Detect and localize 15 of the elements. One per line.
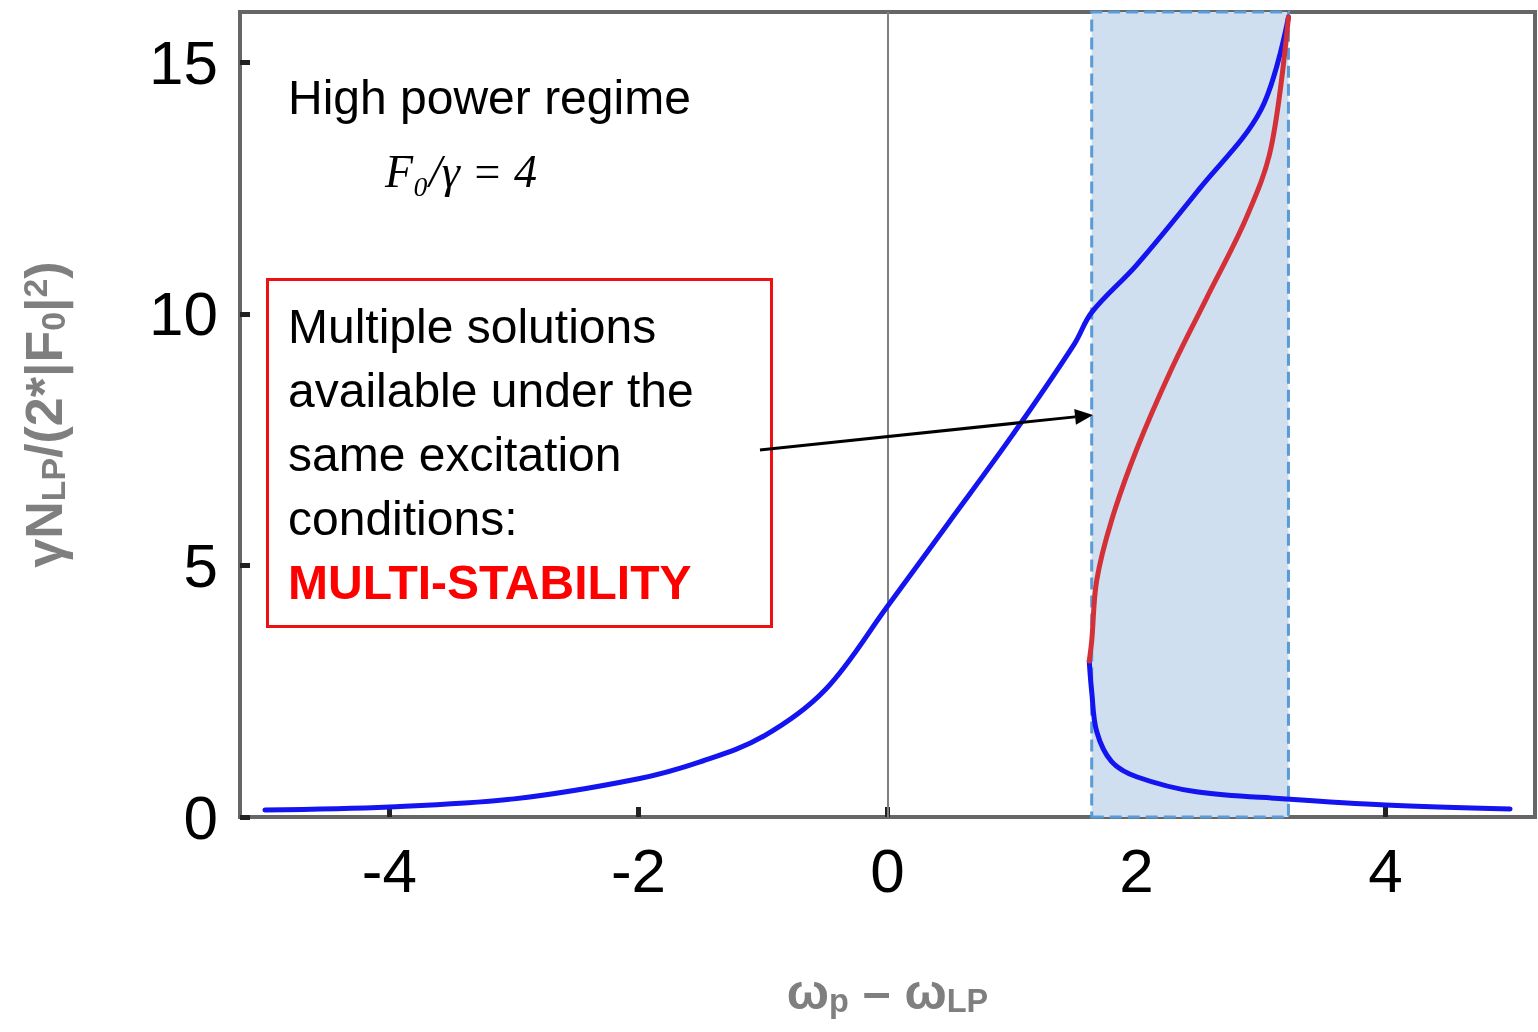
x-tick-label: 4: [1368, 835, 1403, 905]
annotation: High power regime: [288, 70, 691, 125]
x-tick-label: 0: [870, 835, 905, 905]
y-tick-label: 10: [149, 279, 218, 349]
x-tick-label: 2: [1119, 835, 1154, 905]
x-tick-label: -4: [361, 835, 417, 905]
annotation: F₀/γ = 4: [385, 145, 538, 198]
y-axis-title: γNLP/(2*|F0|2): [14, 261, 74, 568]
y-tick-label: 15: [149, 27, 218, 97]
x-tick-label: -2: [610, 835, 667, 905]
annotation: Multiple solutions available under the same excitation conditions:: [288, 299, 695, 547]
y-tick-label: 0: [183, 782, 218, 852]
annotation: MULTI-STABILITY: [288, 555, 693, 611]
y-tick-label: 5: [183, 530, 218, 600]
x-axis-title: ωp – ωLP: [786, 964, 989, 1021]
